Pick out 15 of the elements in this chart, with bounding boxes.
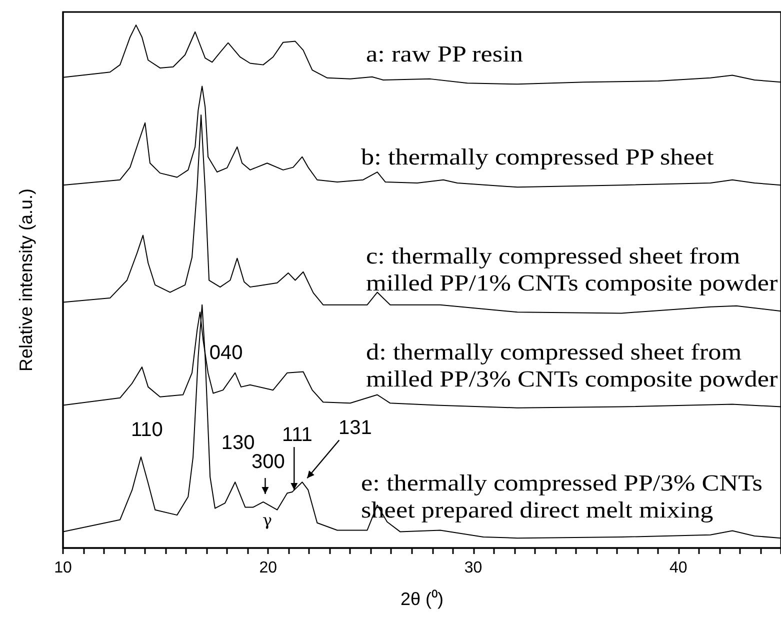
x-axis-title: 2θ (⁰) [400,589,444,609]
x-tick-label: 40 [670,560,688,576]
series-label: b: thermally compressed PP sheet [361,145,714,170]
annotation: 111 [282,424,312,446]
series-label: d: thermally compressed sheet from milled PP/3% CNTs composite powder [366,340,778,392]
annotation: 110 [131,419,163,442]
series-label: c: thermally compressed sheet from milled PP/1% CNTs composite powder [366,244,778,296]
y-axis-title: Relative intensity (a.u.) [16,188,36,372]
x-tick-label: 10 [54,560,72,576]
x-tick-label: 20 [259,560,278,576]
annotation: γ [262,510,272,530]
x-tick-label: 30 [464,560,482,576]
annotation: 040 [209,342,243,364]
annotation: 131 [338,417,372,440]
series-label: a: raw PP resin [366,42,524,68]
